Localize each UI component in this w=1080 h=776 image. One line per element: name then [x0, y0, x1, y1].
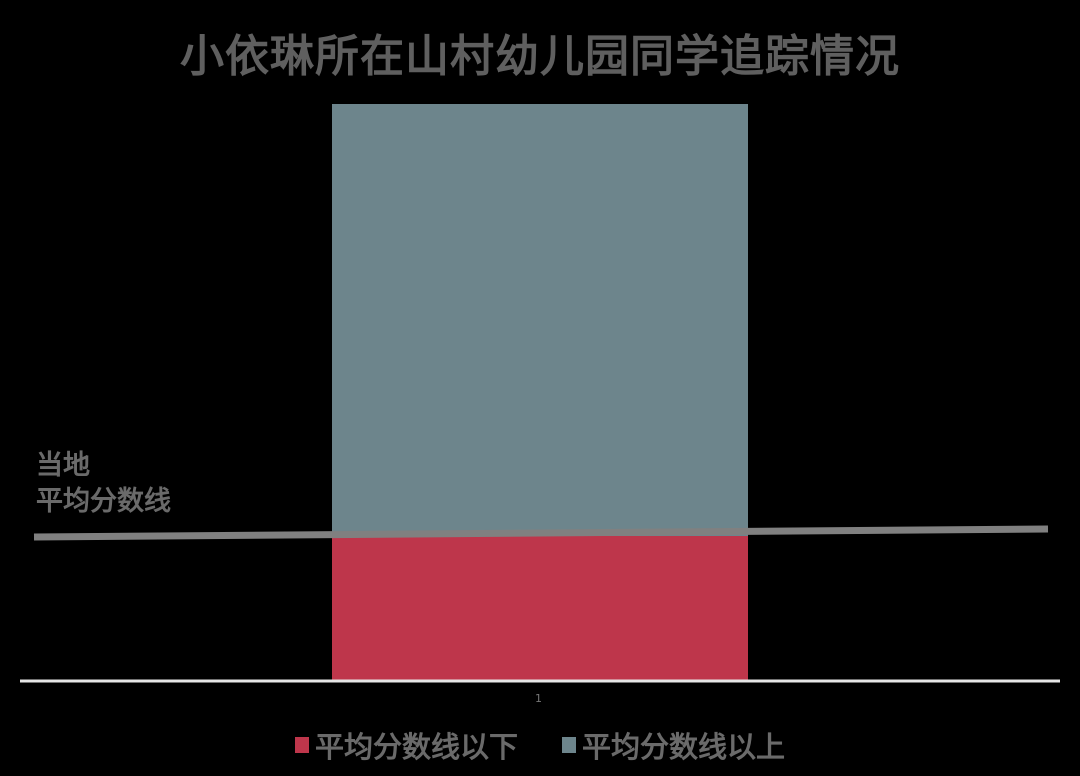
legend: 平均分数线以下 平均分数线以上: [0, 724, 1080, 766]
legend-item-above: 平均分数线以上: [562, 724, 785, 766]
legend-swatch-above: [562, 737, 576, 753]
legend-swatch-below: [294, 737, 309, 753]
legend-item-below: 平均分数线以下: [294, 724, 518, 766]
bar-segment-below: [332, 536, 748, 680]
reference-label-line1: 当地: [36, 450, 90, 481]
x-tick-label: 1: [535, 692, 542, 705]
legend-label-below: 平均分数线以下: [314, 730, 518, 764]
chart-title: 小依琳所在山村幼儿园同学追踪情况: [180, 31, 900, 82]
reference-line-label: 当地 平均分数线: [36, 448, 171, 520]
reference-line: [33, 525, 1049, 541]
reference-label-line2: 平均分数线: [36, 486, 171, 517]
legend-label-above: 平均分数线以上: [582, 730, 786, 764]
bar-segment-above: [332, 104, 748, 536]
